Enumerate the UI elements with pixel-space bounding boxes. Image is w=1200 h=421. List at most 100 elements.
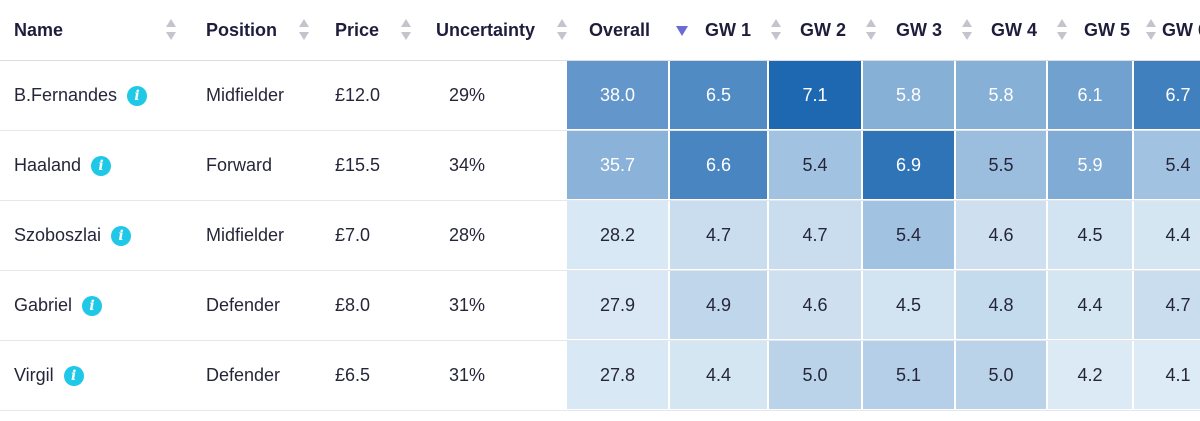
sort-up-icon	[962, 19, 972, 27]
gw-cell: 6.9	[863, 131, 956, 199]
sort-descending-icon[interactable]	[676, 26, 688, 36]
table-row[interactable]: B.Fernandes i Midfielder £12.0 29% 38.0 6.5 7.1…	[0, 61, 1200, 131]
column-header-label: GW 6	[1162, 19, 1200, 40]
player-name[interactable]: Haaland	[14, 155, 82, 175]
player-name[interactable]: Gabriel	[14, 295, 73, 315]
sort-down-icon	[401, 32, 411, 40]
table-header: Name Position Price Uncertainty Overall GW 1 G…	[0, 0, 1200, 61]
column-header-label: GW 2	[800, 19, 847, 40]
table-row[interactable]: Haaland i Forward £15.5 34% 35.7 6.6 5.4 6.9 5.5 5…	[0, 131, 1200, 201]
sort-down-icon	[166, 32, 176, 40]
overall-cell: 38.0	[567, 61, 670, 129]
gw-cell: 5.8	[956, 61, 1048, 129]
gw-cell: 4.5	[863, 271, 956, 339]
player-price: £15.5	[335, 155, 381, 175]
overall-cell: 35.7	[567, 131, 670, 199]
column-header-overall[interactable]: Overall	[589, 0, 650, 60]
player-uncertainty: 31%	[448, 295, 486, 315]
column-header-name[interactable]: Name	[14, 0, 63, 60]
gw-cell: 5.8	[863, 61, 956, 129]
sort-toggle-icon[interactable]	[166, 19, 176, 41]
column-header-gw3[interactable]: GW 3	[896, 0, 942, 60]
column-header-label: Name	[14, 19, 64, 40]
overall-cell: 28.2	[567, 201, 670, 269]
sort-down-icon	[1146, 32, 1156, 40]
column-header-gw1[interactable]: GW 1	[705, 0, 751, 60]
sort-toggle-icon[interactable]	[557, 19, 567, 41]
gw-cell: 4.6	[769, 271, 863, 339]
player-price: £7.0	[335, 225, 371, 245]
player-name-cell: Szoboszlai i	[14, 201, 132, 270]
player-name[interactable]: Szoboszlai	[14, 225, 102, 245]
info-icon[interactable]: i	[127, 85, 148, 106]
player-name-cell: B.Fernandes i	[14, 61, 148, 130]
gw-cell: 6.6	[670, 131, 769, 199]
player-uncertainty: 31%	[448, 365, 486, 385]
player-position: Defender	[206, 295, 281, 315]
column-header-label: Uncertainty	[436, 19, 536, 40]
column-header-label: GW 3	[896, 19, 943, 40]
gw-cell: 4.9	[670, 271, 769, 339]
sort-toggle-icon[interactable]	[299, 19, 309, 41]
sort-down-icon	[557, 32, 567, 40]
sort-down-icon	[1057, 32, 1067, 40]
column-header-position[interactable]: Position	[206, 0, 277, 60]
column-header-price[interactable]: Price	[335, 0, 379, 60]
gw-cell: 4.8	[956, 271, 1048, 339]
sort-toggle-icon[interactable]	[962, 19, 972, 41]
gw-cell: 4.4	[670, 341, 769, 409]
player-price: £6.5	[335, 365, 371, 385]
column-header-label: Price	[335, 19, 380, 40]
sort-down-icon	[866, 32, 876, 40]
info-icon[interactable]: i	[91, 155, 112, 176]
info-icon[interactable]: i	[82, 295, 103, 316]
column-header-uncertainty[interactable]: Uncertainty	[436, 0, 535, 60]
player-name-cell: Gabriel i	[14, 271, 103, 340]
sort-toggle-icon[interactable]	[866, 19, 876, 41]
sort-down-icon	[962, 32, 972, 40]
gw-cell: 5.4	[1134, 131, 1200, 199]
sort-toggle-icon[interactable]	[771, 19, 781, 41]
player-price: £12.0	[335, 85, 381, 105]
sort-toggle-icon[interactable]	[1146, 19, 1156, 41]
gw-cell: 4.7	[670, 201, 769, 269]
table-row[interactable]: Szoboszlai i Midfielder £7.0 28% 28.2 4.7 4.7 5.…	[0, 201, 1200, 271]
sort-toggle-icon[interactable]	[401, 19, 411, 41]
gw-cell: 4.6	[956, 201, 1048, 269]
gw-cell: 5.4	[769, 131, 863, 199]
sort-down-icon	[771, 32, 781, 40]
sort-up-icon	[1057, 19, 1067, 27]
gw-cell: 4.2	[1048, 341, 1134, 409]
player-position: Forward	[206, 155, 273, 175]
gw-cell: 4.7	[1134, 271, 1200, 339]
gw-cell: 5.0	[956, 341, 1048, 409]
player-position: Defender	[206, 365, 281, 385]
column-header-label: GW 1	[705, 19, 752, 40]
column-header-label: GW 5	[1084, 19, 1131, 40]
sort-up-icon	[866, 19, 876, 27]
table-row[interactable]: Virgil i Defender £6.5 31% 27.8 4.4 5.0 5.1 5.0 4.…	[0, 341, 1200, 411]
player-uncertainty: 28%	[448, 225, 486, 245]
sort-toggle-icon[interactable]	[1057, 19, 1067, 41]
gw-cell: 6.1	[1048, 61, 1134, 129]
player-name[interactable]: B.Fernandes	[14, 85, 118, 105]
info-icon[interactable]: i	[63, 365, 84, 386]
column-header-gw6[interactable]: GW 6	[1162, 0, 1200, 60]
sort-down-icon	[299, 32, 309, 40]
gw-cell: 4.4	[1134, 201, 1200, 269]
sort-up-icon	[299, 19, 309, 27]
gw-cell: 5.4	[863, 201, 956, 269]
column-header-gw5[interactable]: GW 5	[1084, 0, 1130, 60]
player-uncertainty: 34%	[448, 155, 486, 175]
gw-cell: 5.5	[956, 131, 1048, 199]
gw-cell: 4.4	[1048, 271, 1134, 339]
column-header-gw2[interactable]: GW 2	[800, 0, 846, 60]
column-header-label: GW 4	[991, 19, 1038, 40]
gw-cell: 4.1	[1134, 341, 1200, 409]
player-name-cell: Virgil i	[14, 341, 84, 410]
sort-up-icon	[166, 19, 176, 27]
column-header-gw4[interactable]: GW 4	[991, 0, 1037, 60]
info-icon[interactable]: i	[111, 225, 132, 246]
table-row[interactable]: Gabriel i Defender £8.0 31% 27.9 4.9 4.6 4.5 4.8 4…	[0, 271, 1200, 341]
player-name[interactable]: Virgil	[14, 365, 54, 385]
